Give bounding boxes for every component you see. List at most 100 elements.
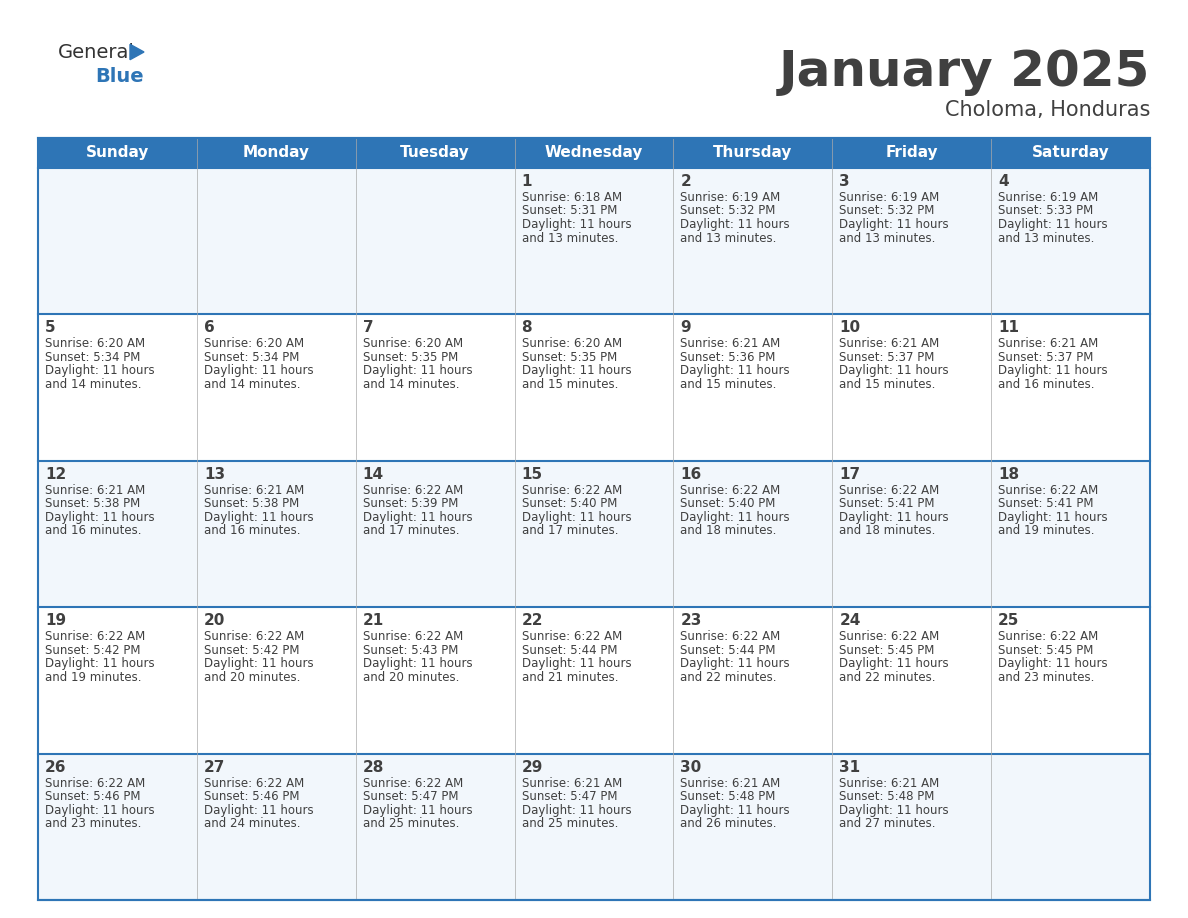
- Text: Sunrise: 6:22 AM: Sunrise: 6:22 AM: [998, 484, 1099, 497]
- Text: Daylight: 11 hours: Daylight: 11 hours: [839, 803, 949, 817]
- Text: Daylight: 11 hours: Daylight: 11 hours: [681, 218, 790, 231]
- Text: Daylight: 11 hours: Daylight: 11 hours: [839, 510, 949, 524]
- Text: Daylight: 11 hours: Daylight: 11 hours: [522, 218, 631, 231]
- Polygon shape: [129, 44, 144, 60]
- Text: 20: 20: [204, 613, 226, 628]
- Text: Sunrise: 6:21 AM: Sunrise: 6:21 AM: [681, 338, 781, 351]
- Text: 21: 21: [362, 613, 384, 628]
- Text: Daylight: 11 hours: Daylight: 11 hours: [522, 364, 631, 377]
- Bar: [355, 168, 514, 314]
- Text: 22: 22: [522, 613, 543, 628]
- Text: Daylight: 11 hours: Daylight: 11 hours: [839, 364, 949, 377]
- Text: Sunset: 5:39 PM: Sunset: 5:39 PM: [362, 498, 459, 510]
- Bar: [197, 607, 355, 754]
- Bar: [355, 138, 514, 168]
- Bar: [38, 138, 197, 168]
- Bar: [197, 314, 355, 461]
- Text: and 19 minutes.: and 19 minutes.: [45, 671, 141, 684]
- Text: Daylight: 11 hours: Daylight: 11 hours: [681, 364, 790, 377]
- Text: Sunset: 5:44 PM: Sunset: 5:44 PM: [681, 644, 776, 656]
- Text: Sunset: 5:38 PM: Sunset: 5:38 PM: [204, 498, 299, 510]
- Text: and 17 minutes.: and 17 minutes.: [362, 524, 460, 537]
- Text: Sunrise: 6:22 AM: Sunrise: 6:22 AM: [362, 484, 463, 497]
- Bar: [991, 607, 1150, 754]
- Text: Sunset: 5:46 PM: Sunset: 5:46 PM: [45, 790, 140, 803]
- Text: Sunrise: 6:20 AM: Sunrise: 6:20 AM: [204, 338, 304, 351]
- Text: and 23 minutes.: and 23 minutes.: [45, 817, 141, 830]
- Text: and 15 minutes.: and 15 minutes.: [839, 378, 936, 391]
- Text: Sunrise: 6:22 AM: Sunrise: 6:22 AM: [362, 777, 463, 789]
- Text: 10: 10: [839, 320, 860, 335]
- Text: Sunrise: 6:22 AM: Sunrise: 6:22 AM: [839, 630, 940, 644]
- Bar: [833, 461, 991, 607]
- Text: Sunset: 5:47 PM: Sunset: 5:47 PM: [362, 790, 459, 803]
- Text: 26: 26: [45, 759, 67, 775]
- Bar: [514, 138, 674, 168]
- Text: Saturday: Saturday: [1031, 145, 1110, 161]
- Text: Daylight: 11 hours: Daylight: 11 hours: [522, 657, 631, 670]
- Text: Daylight: 11 hours: Daylight: 11 hours: [45, 510, 154, 524]
- Text: and 18 minutes.: and 18 minutes.: [839, 524, 936, 537]
- Text: 6: 6: [204, 320, 215, 335]
- Bar: [674, 168, 833, 314]
- Text: Daylight: 11 hours: Daylight: 11 hours: [998, 657, 1107, 670]
- Text: Daylight: 11 hours: Daylight: 11 hours: [362, 510, 473, 524]
- Text: 2: 2: [681, 174, 691, 189]
- Text: Sunset: 5:47 PM: Sunset: 5:47 PM: [522, 790, 617, 803]
- Text: 8: 8: [522, 320, 532, 335]
- Bar: [38, 754, 197, 900]
- Text: Sunset: 5:45 PM: Sunset: 5:45 PM: [998, 644, 1093, 656]
- Text: Sunset: 5:42 PM: Sunset: 5:42 PM: [204, 644, 299, 656]
- Text: Sunset: 5:37 PM: Sunset: 5:37 PM: [998, 351, 1093, 364]
- Text: Sunset: 5:46 PM: Sunset: 5:46 PM: [204, 790, 299, 803]
- Text: Daylight: 11 hours: Daylight: 11 hours: [681, 510, 790, 524]
- Text: 16: 16: [681, 466, 702, 482]
- Text: Sunrise: 6:20 AM: Sunrise: 6:20 AM: [362, 338, 463, 351]
- Text: Tuesday: Tuesday: [400, 145, 470, 161]
- Text: General: General: [58, 42, 135, 62]
- Text: 9: 9: [681, 320, 691, 335]
- Text: Sunset: 5:41 PM: Sunset: 5:41 PM: [998, 498, 1094, 510]
- Text: Sunrise: 6:22 AM: Sunrise: 6:22 AM: [522, 484, 621, 497]
- Text: Daylight: 11 hours: Daylight: 11 hours: [998, 510, 1107, 524]
- Text: Choloma, Honduras: Choloma, Honduras: [944, 100, 1150, 120]
- Text: Sunday: Sunday: [86, 145, 150, 161]
- Bar: [355, 314, 514, 461]
- Text: and 13 minutes.: and 13 minutes.: [681, 231, 777, 244]
- Text: Sunrise: 6:22 AM: Sunrise: 6:22 AM: [522, 630, 621, 644]
- Text: Sunrise: 6:22 AM: Sunrise: 6:22 AM: [998, 630, 1099, 644]
- Bar: [197, 168, 355, 314]
- Text: Sunrise: 6:21 AM: Sunrise: 6:21 AM: [681, 777, 781, 789]
- Text: Daylight: 11 hours: Daylight: 11 hours: [522, 510, 631, 524]
- Text: 3: 3: [839, 174, 849, 189]
- Text: Sunset: 5:34 PM: Sunset: 5:34 PM: [45, 351, 140, 364]
- Text: January 2025: January 2025: [778, 48, 1150, 96]
- Text: Sunrise: 6:22 AM: Sunrise: 6:22 AM: [204, 777, 304, 789]
- Text: Sunrise: 6:22 AM: Sunrise: 6:22 AM: [681, 484, 781, 497]
- Text: Sunrise: 6:21 AM: Sunrise: 6:21 AM: [522, 777, 621, 789]
- Text: Sunrise: 6:21 AM: Sunrise: 6:21 AM: [839, 777, 940, 789]
- Text: Daylight: 11 hours: Daylight: 11 hours: [362, 803, 473, 817]
- Text: and 15 minutes.: and 15 minutes.: [522, 378, 618, 391]
- Text: Daylight: 11 hours: Daylight: 11 hours: [204, 803, 314, 817]
- Text: Sunset: 5:38 PM: Sunset: 5:38 PM: [45, 498, 140, 510]
- Text: and 16 minutes.: and 16 minutes.: [204, 524, 301, 537]
- Text: Sunset: 5:43 PM: Sunset: 5:43 PM: [362, 644, 459, 656]
- Text: and 13 minutes.: and 13 minutes.: [522, 231, 618, 244]
- Text: Daylight: 11 hours: Daylight: 11 hours: [204, 510, 314, 524]
- Bar: [674, 461, 833, 607]
- Text: and 14 minutes.: and 14 minutes.: [362, 378, 460, 391]
- Bar: [355, 754, 514, 900]
- Text: and 27 minutes.: and 27 minutes.: [839, 817, 936, 830]
- Text: 13: 13: [204, 466, 225, 482]
- Text: 25: 25: [998, 613, 1019, 628]
- Text: and 13 minutes.: and 13 minutes.: [998, 231, 1094, 244]
- Text: Daylight: 11 hours: Daylight: 11 hours: [839, 218, 949, 231]
- Text: Daylight: 11 hours: Daylight: 11 hours: [204, 364, 314, 377]
- Text: Sunset: 5:37 PM: Sunset: 5:37 PM: [839, 351, 935, 364]
- Bar: [991, 754, 1150, 900]
- Text: Sunrise: 6:22 AM: Sunrise: 6:22 AM: [204, 630, 304, 644]
- Text: and 16 minutes.: and 16 minutes.: [998, 378, 1094, 391]
- Text: Wednesday: Wednesday: [545, 145, 643, 161]
- Text: Sunset: 5:48 PM: Sunset: 5:48 PM: [839, 790, 935, 803]
